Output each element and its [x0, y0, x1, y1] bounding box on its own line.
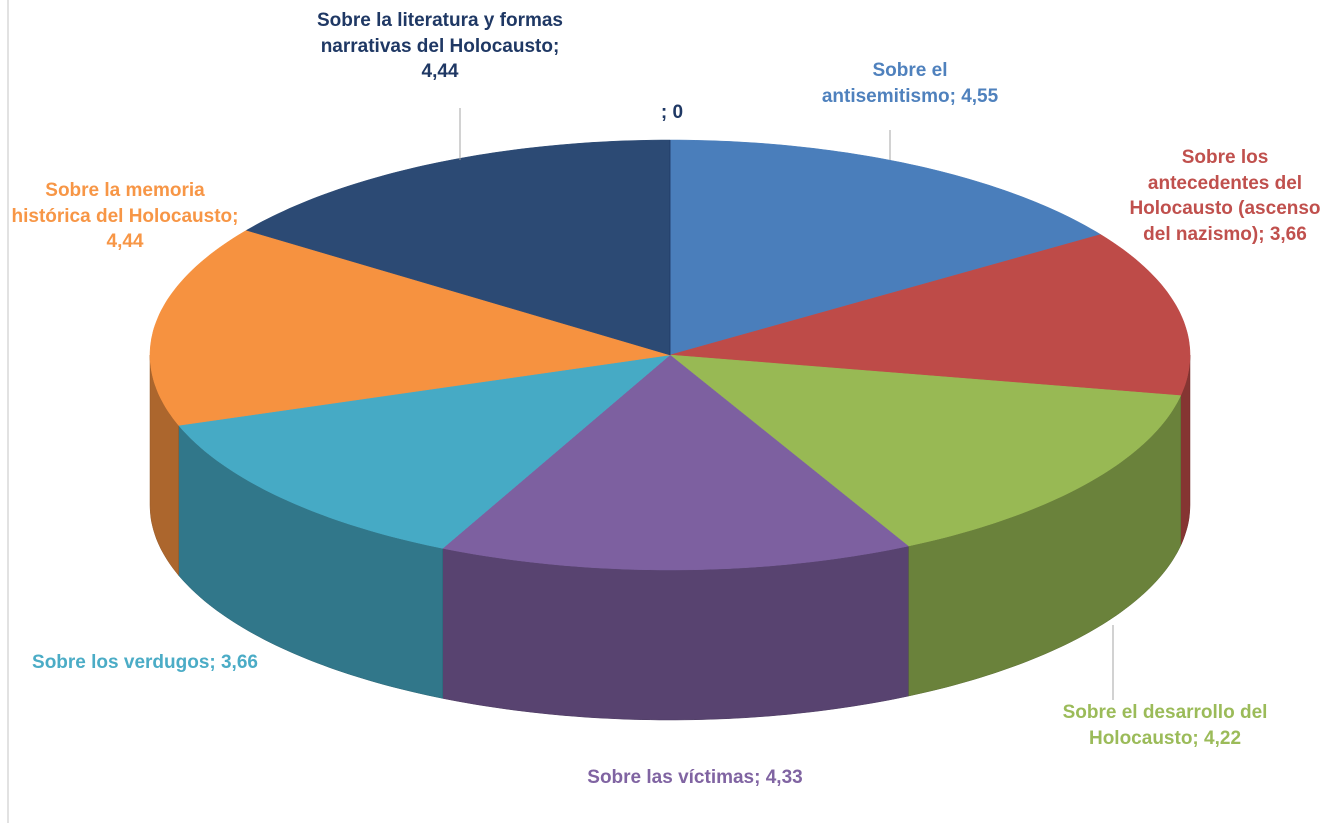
data-label: Sobre el desarrollo del Holocausto; 4,22 [1062, 702, 1268, 749]
data-label: Sobre la memoria histórica del Holocaust… [11, 180, 239, 253]
slice [245, 139, 671, 356]
slice [149, 230, 671, 426]
data-label: Sobre las víctimas; 4,33 [587, 767, 803, 788]
slice [178, 354, 671, 549]
data-label: Sobre el antisemitismo; 4,55 [821, 60, 999, 107]
slice [669, 139, 1102, 356]
data-label: Sobre los antecedentes del Holocausto (a… [1129, 147, 1321, 245]
data-label: Sobre los verdugos; 3,66 [32, 652, 258, 673]
slice [669, 354, 1182, 547]
data-label: ; 0 [660, 102, 684, 123]
data-label: Sobre la literatura y formas narrativas … [316, 10, 564, 83]
slice [669, 234, 1191, 396]
slice-side [442, 545, 909, 721]
pie-tops [149, 139, 1191, 571]
pie-sides [149, 354, 1191, 721]
slice [442, 354, 909, 571]
